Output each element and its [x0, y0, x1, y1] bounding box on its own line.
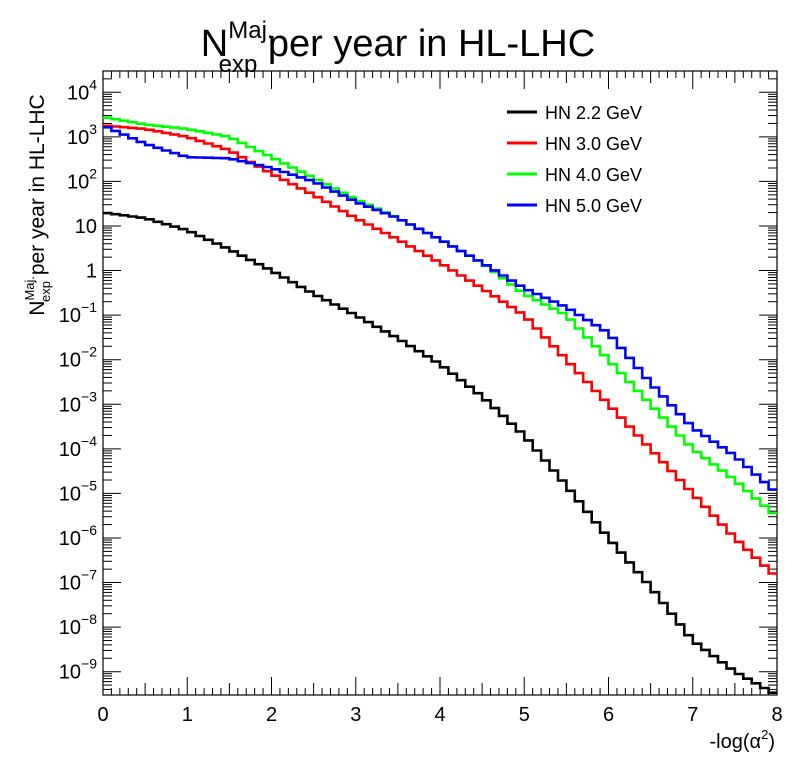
y-tick-label: 10−5 [59, 477, 97, 505]
y-tick-label: 10 [75, 216, 97, 238]
y-tick-label: 10−8 [59, 611, 97, 639]
ylabel-base: N [26, 301, 49, 316]
x-tick-label: 0 [97, 704, 108, 726]
legend-label: HN 2.2 GeV [545, 103, 642, 123]
y-tick-label: 104 [67, 76, 97, 104]
plot-border [102, 70, 778, 696]
axis-tick-labels: 0 1 2 3 4 5 6 7 8 10−9 10−8 10−7 10−6 10−5 10−4 10−3 10−… [59, 76, 783, 726]
plot-frame [102, 70, 778, 696]
x-tick-label: 5 [519, 704, 530, 726]
legend-label: HN 5.0 GeV [545, 196, 642, 216]
x-axis-label: -log(α2) [710, 727, 775, 753]
x-tick-label: 4 [434, 704, 445, 726]
chart-title: NMaj. exp per year in HL-LHC [201, 17, 595, 78]
y-tick-label: 1 [86, 261, 97, 283]
axis-ticks [102, 70, 778, 696]
y-tick-label: 103 [67, 121, 97, 149]
legend-label: HN 4.0 GeV [545, 165, 642, 185]
y-tick-label: 10−3 [59, 388, 97, 416]
ylabel-sub: exp [38, 281, 53, 302]
title-rest: per year in HL-LHC [257, 23, 595, 65]
x-tick-label: 8 [771, 704, 782, 726]
series-line-1 [103, 211, 777, 694]
x-tick-label: 6 [603, 704, 614, 726]
x-tick-label: 1 [182, 704, 193, 726]
y-tick-label: 10−4 [59, 433, 97, 461]
legend: HN 2.2 GeV HN 3.0 GeV HN 4.0 GeV HN 5.0 GeV [507, 103, 642, 216]
title-base: N [201, 23, 228, 65]
y-tick-label: 10−9 [59, 656, 97, 684]
y-tick-label: 10−2 [59, 344, 97, 372]
series-line-4 [103, 126, 777, 491]
x-tick-label: 7 [687, 704, 698, 726]
ylabel-rest: per year in HL-LHC [26, 94, 49, 281]
x-tick-label: 3 [350, 704, 361, 726]
y-tick-label: 102 [67, 165, 97, 193]
y-tick-label: 10−1 [59, 299, 97, 327]
y-tick-label: 10−7 [59, 567, 97, 595]
legend-label: HN 3.0 GeV [545, 134, 642, 154]
series-line-3 [103, 116, 777, 515]
y-axis-label: NMaj.exp per year in HL-LHC [22, 94, 53, 315]
ylabel-sup: Maj. [22, 276, 37, 301]
x-tick-label: 2 [266, 704, 277, 726]
title-sup: Maj. [228, 17, 273, 44]
series-line-2 [103, 124, 777, 575]
series-layer [103, 116, 777, 694]
y-tick-label: 10−6 [59, 522, 97, 550]
